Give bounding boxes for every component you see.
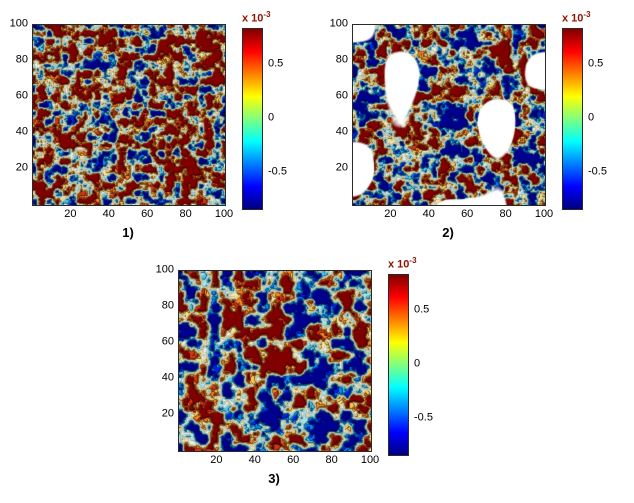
- y-axis-tick-labels-1: 100 80 60 40 20: [6, 18, 32, 204]
- y-tick-label: 40: [161, 371, 174, 384]
- colorbar-body-3: 0.5 0 -0.5: [388, 274, 446, 456]
- y-tick-label: 20: [161, 407, 174, 420]
- x-tick-label: 60: [141, 208, 154, 220]
- x-tick-label: 80: [325, 454, 338, 466]
- y-tick-label: 80: [335, 53, 348, 66]
- colorbar-scale-label-2: x 10-3: [562, 10, 620, 25]
- y-tick-label: 100: [329, 17, 348, 30]
- plot-column-1: 20 40 60 80 100 1): [32, 24, 233, 240]
- plot-column-2: 20 40 60 80 100 2): [352, 24, 553, 240]
- y-tick-label: 60: [335, 89, 348, 102]
- colorbar-scale-label-1: x 10-3: [242, 10, 300, 25]
- y-tick-label: 60: [15, 89, 28, 102]
- plot-column-3: 20 40 60 80 100 3): [178, 270, 379, 486]
- x-tick-label: 100: [360, 454, 380, 466]
- colorbar-tick-labels-1: 0.5 0 -0.5: [268, 28, 300, 208]
- x-tick-label: 80: [179, 208, 192, 220]
- scale-mantissa: x 10: [388, 258, 410, 271]
- x-axis-tick-labels-1: 20 40 60 80 100: [32, 206, 233, 221]
- x-tick-label: 40: [102, 208, 115, 220]
- y-axis-tick-labels-2: 100 80 60 40 20: [326, 18, 352, 204]
- bottom-row: 100 80 60 40 20 20 40 60 80 100 3) x 10-3 0.5 0 -0…: [0, 256, 616, 486]
- x-tick-label: 20: [384, 208, 397, 220]
- cbar-tick-label: -0.5: [588, 165, 607, 178]
- cbar-tick-label: 0.5: [414, 303, 430, 316]
- colorbar-gradient-2: [562, 28, 583, 210]
- plot-area-3: [178, 270, 372, 452]
- y-tick-label: 80: [15, 53, 28, 66]
- x-tick-label: 100: [534, 208, 554, 220]
- y-axis-tick-labels-3: 100 80 60 40 20: [152, 264, 178, 450]
- colorbar-body-1: 0.5 0 -0.5: [242, 28, 300, 210]
- panel-label-3: 3): [268, 471, 280, 486]
- plot-area-1: [32, 24, 226, 206]
- y-tick-label: 60: [161, 335, 174, 348]
- colorbar-column-1: x 10-3 0.5 0 -0.5: [242, 10, 300, 210]
- cbar-tick-label: -0.5: [414, 411, 433, 424]
- y-tick-label: 100: [9, 17, 28, 30]
- panel-label-2: 2): [442, 225, 454, 240]
- colorbar-column-2: x 10-3 0.5 0 -0.5: [562, 10, 620, 210]
- cbar-tick-label: 0: [414, 357, 421, 370]
- x-tick-label: 100: [214, 208, 234, 220]
- x-axis-tick-labels-2: 20 40 60 80 100: [352, 206, 553, 221]
- cbar-tick-label: -0.5: [268, 165, 287, 178]
- colorbar-scale-label-3: x 10-3: [388, 256, 446, 271]
- scale-mantissa: x 10: [562, 12, 584, 25]
- y-tick-label: 80: [161, 299, 174, 312]
- y-tick-label: 40: [15, 125, 28, 138]
- x-tick-label: 80: [499, 208, 512, 220]
- cbar-tick-label: 0: [268, 111, 275, 124]
- x-tick-label: 40: [248, 454, 261, 466]
- colorbar-tick-labels-2: 0.5 0 -0.5: [588, 28, 620, 208]
- scale-exponent: -3: [583, 10, 591, 19]
- x-tick-label: 60: [287, 454, 300, 466]
- colorbar-gradient-3: [388, 274, 409, 456]
- y-tick-label: 100: [155, 263, 174, 276]
- y-tick-label: 20: [335, 161, 348, 174]
- panel-label-1: 1): [122, 225, 134, 240]
- colorbar-body-2: 0.5 0 -0.5: [562, 28, 620, 210]
- colorbar-tick-labels-3: 0.5 0 -0.5: [414, 274, 446, 454]
- cbar-tick-label: 0.5: [588, 57, 604, 70]
- colorbar-gradient-1: [242, 28, 263, 210]
- x-tick-label: 60: [461, 208, 474, 220]
- plot-area-2: [352, 24, 546, 206]
- x-axis-tick-labels-3: 20 40 60 80 100: [178, 452, 379, 467]
- cbar-tick-label: 0: [588, 111, 595, 124]
- panel-2: 100 80 60 40 20 20 40 60 80 100 2) x 10-3 0.5 0 -0…: [326, 10, 620, 240]
- contour-field-canvas-3: [179, 271, 371, 451]
- cbar-tick-label: 0.5: [268, 57, 284, 70]
- x-tick-label: 20: [210, 454, 223, 466]
- panel-1: 100 80 60 40 20 20 40 60 80 100 1) x 10-3 0.5 0 -0…: [6, 10, 300, 240]
- contour-field-canvas-1: [33, 25, 225, 205]
- scale-exponent: -3: [409, 256, 417, 265]
- colorbar-column-3: x 10-3 0.5 0 -0.5: [388, 256, 446, 456]
- scale-mantissa: x 10: [242, 12, 264, 25]
- contour-field-canvas-2: [353, 25, 545, 205]
- scale-exponent: -3: [263, 10, 271, 19]
- panel-3: 100 80 60 40 20 20 40 60 80 100 3) x 10-3 0.5 0 -0…: [152, 256, 446, 486]
- x-tick-label: 40: [422, 208, 435, 220]
- top-row: 100 80 60 40 20 20 40 60 80 100 1) x 10-3 0.5 0 -0…: [0, 0, 634, 240]
- x-tick-label: 20: [64, 208, 77, 220]
- y-tick-label: 40: [335, 125, 348, 138]
- y-tick-label: 20: [15, 161, 28, 174]
